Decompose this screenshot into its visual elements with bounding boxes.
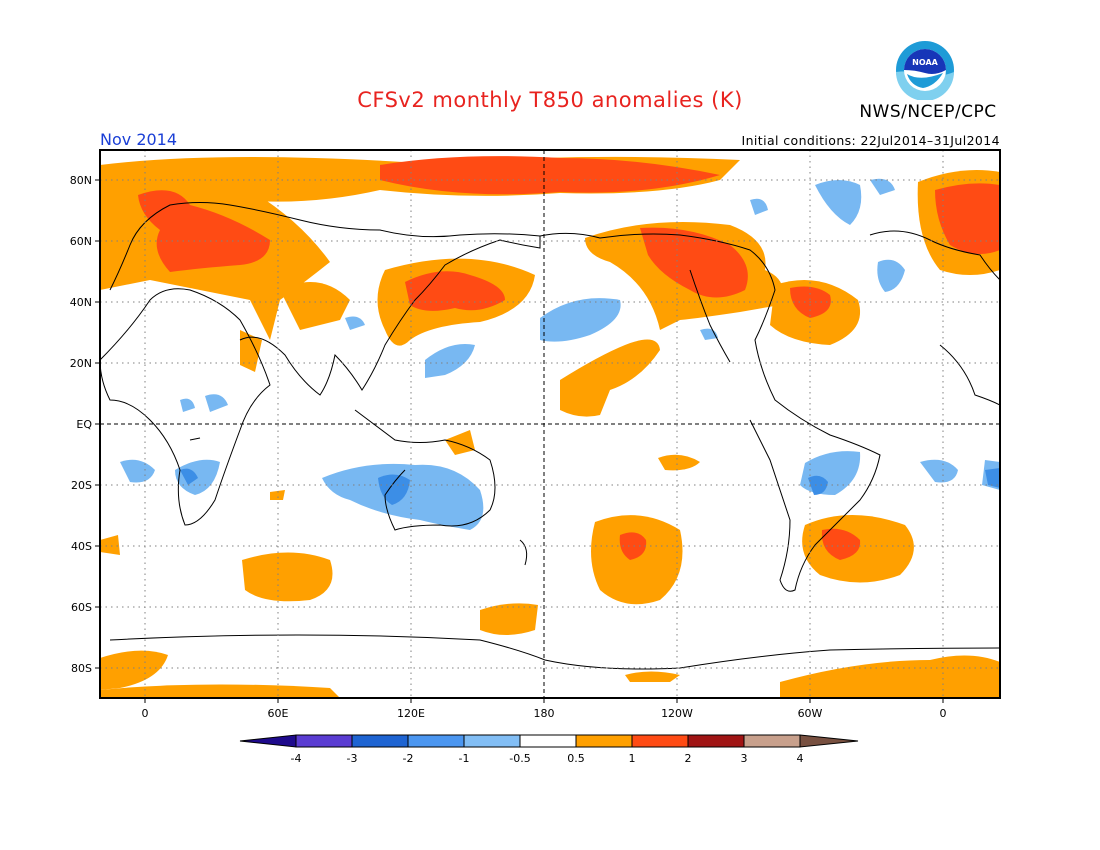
colorbar: -4 -3 -2 -1 -0.5 0.5 1 2 3 4 <box>239 734 859 765</box>
lat-label: 40N <box>70 296 92 309</box>
lat-label: 80N <box>70 174 92 187</box>
initial-conditions: Initial conditions: 22Jul2014–31Jul2014 <box>741 133 1000 148</box>
lat-label: 80S <box>71 662 92 675</box>
colorbar-swatch <box>687 734 745 748</box>
colorbar-label: -3 <box>347 752 358 765</box>
colorbar-label: 1 <box>629 752 636 765</box>
lat-label: EQ <box>76 418 92 431</box>
colorbar-label: 0.5 <box>567 752 585 765</box>
latitude-labels: 80N 60N 40N 20N EQ 20S 40S 60S 80S <box>70 174 93 675</box>
lat-label: 60S <box>71 601 92 614</box>
logo-text: NOAA <box>912 58 938 67</box>
graticule <box>100 150 1000 698</box>
lon-label: 120W <box>661 707 693 720</box>
colorbar-swatch <box>631 734 689 748</box>
noaa-logo: NOAA <box>896 41 954 100</box>
lat-label: 20S <box>71 479 92 492</box>
colorbar-swatch <box>295 734 353 748</box>
colorbar-max-arrow <box>799 734 859 748</box>
colorbar-swatch <box>463 734 521 748</box>
colorbar-swatch <box>743 734 801 748</box>
lon-label: 0 <box>142 707 149 720</box>
colorbar-label: 2 <box>685 752 692 765</box>
colorbar-swatch <box>407 734 465 748</box>
lat-label: 20N <box>70 357 92 370</box>
colorbar-swatch <box>575 734 633 748</box>
colorbar-label: -4 <box>291 752 302 765</box>
strong-cool-anomaly-regions <box>180 468 1000 505</box>
colorbar-label: -0.5 <box>509 752 530 765</box>
colorbar-label: 4 <box>797 752 804 765</box>
lon-label: 60W <box>798 707 823 720</box>
axis-ticks <box>95 179 944 703</box>
colorbar-swatch <box>519 734 577 748</box>
lon-label: 180 <box>534 707 555 720</box>
lon-label: 120E <box>397 707 425 720</box>
lat-label: 40S <box>71 540 92 553</box>
anomaly-fields <box>100 156 1000 698</box>
chart-title: CFSv2 monthly T850 anomalies (K) <box>357 88 743 112</box>
longitude-labels: 0 60E 120E 180 120W 60W 0 <box>142 707 947 720</box>
lon-label: 0 <box>940 707 947 720</box>
colorbar-label: -2 <box>403 752 414 765</box>
colorbar-swatch <box>351 734 409 748</box>
strong-warm-anomaly-regions <box>138 156 1000 560</box>
colorbar-min-arrow <box>239 734 297 748</box>
colorbar-label: 3 <box>741 752 748 765</box>
valid-month: Nov 2014 <box>100 130 178 149</box>
coastlines <box>100 202 1000 670</box>
agency-label: NWS/NCEP/CPC <box>859 102 997 122</box>
lon-label: 60E <box>268 707 289 720</box>
colorbar-label: -1 <box>459 752 470 765</box>
lat-label: 60N <box>70 235 92 248</box>
